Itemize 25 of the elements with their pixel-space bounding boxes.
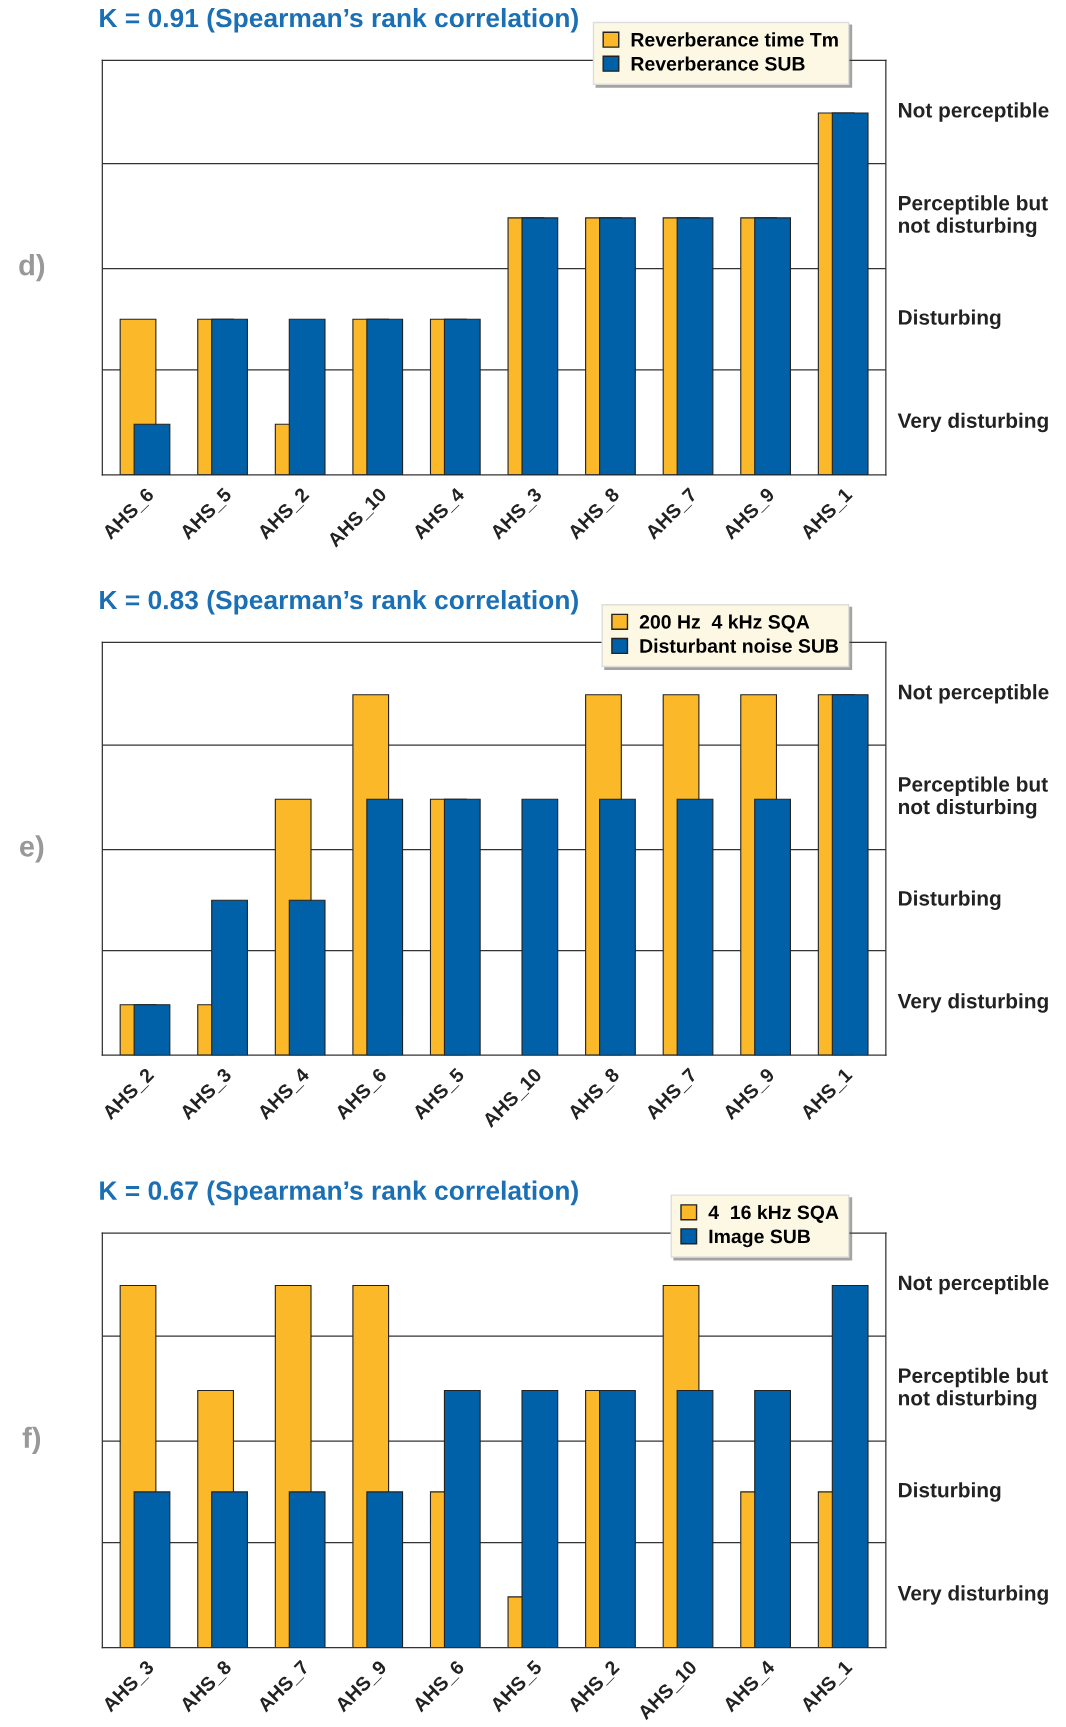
chart-title: K = 0.83 (Spearman’s rank correlation) [100,589,578,615]
legend-label: 200 Hz 4 kHz SQA [639,614,810,633]
text: Very disturbing [897,412,1048,433]
text: f) [22,1426,41,1454]
text: Perceptible but not disturbing [898,195,1048,238]
text: Disturbing [898,890,1001,910]
legend-label: 4 16 kHz SQA [708,1204,839,1223]
text: Very disturbing [897,1585,1048,1605]
text: Perceptible but not disturbing [898,776,1048,819]
text: Disturbing [898,1482,1001,1502]
chart-title: K = 0.91 (Spearman’s rank correlation) [100,7,578,33]
text: Not perceptible [898,684,1049,704]
text: Disturbing [898,309,1001,330]
legend-label: Disturbant noise SUB [640,638,839,653]
legend-label: Reverberance SUB [631,56,805,71]
bar [521,798,559,1056]
text: e) [19,835,44,863]
text: Very disturbing [897,993,1048,1013]
legend-label: Reverberance time Tm [631,32,838,47]
text: Perceptible but not disturbing [898,1367,1048,1410]
legend-label: Image SUB [709,1229,810,1248]
text: Not perceptible [898,102,1049,122]
text: d) [19,254,45,282]
text: Not perceptible [898,1274,1049,1295]
chart-title: K = 0.67 (Spearman’s rank correlation) [100,1180,578,1206]
